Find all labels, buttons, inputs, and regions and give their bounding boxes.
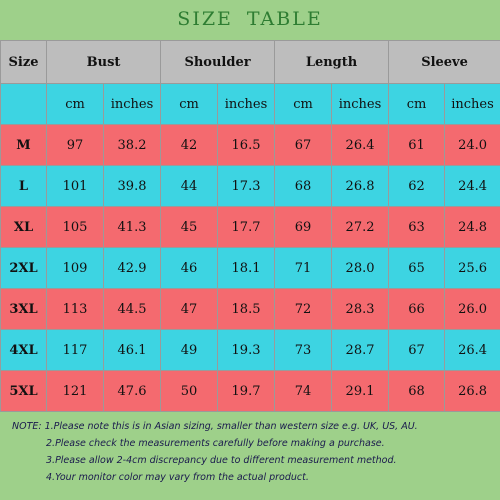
table-row: L 101 39.8 44 17.3 68 26.8 62 24.4 bbox=[0, 165, 500, 207]
unit-cell: cm bbox=[160, 83, 219, 125]
size-label: XL bbox=[0, 206, 47, 248]
table-cell: 69 bbox=[274, 206, 333, 248]
table-cell: 26.0 bbox=[444, 288, 500, 330]
size-label: 5XL bbox=[0, 370, 47, 412]
table-cell: 109 bbox=[46, 247, 104, 289]
size-label: 2XL bbox=[0, 247, 47, 289]
size-label: 4XL bbox=[0, 329, 47, 371]
table-cell: 66 bbox=[388, 288, 446, 330]
table-cell: 42.9 bbox=[102, 247, 162, 289]
table-cell: 28.7 bbox=[331, 329, 390, 371]
note-2: 2.Please check the measurements carefull… bbox=[46, 438, 385, 449]
header-size: Size bbox=[0, 40, 47, 84]
table-cell: 28.0 bbox=[331, 247, 390, 289]
unit-cell: inches bbox=[444, 83, 500, 125]
size-label: M bbox=[0, 124, 47, 166]
table-cell: 42 bbox=[160, 124, 219, 166]
header-sleeve: Sleeve bbox=[388, 40, 500, 84]
table-cell: 50 bbox=[160, 370, 219, 412]
unit-row: cm inches cm inches cm inches cm inches bbox=[0, 83, 500, 125]
table-cell: 73 bbox=[274, 329, 333, 371]
table-cell: 41.3 bbox=[102, 206, 162, 248]
header-bust: Bust bbox=[45, 40, 162, 84]
notes-section: NOTE: 1.Please note this is in Asian siz… bbox=[12, 418, 492, 486]
table-cell: 47 bbox=[160, 288, 219, 330]
table-cell: 38.2 bbox=[102, 124, 162, 166]
title-word-table: TABLE bbox=[246, 8, 323, 30]
unit-cell: inches bbox=[331, 83, 390, 125]
size-label: L bbox=[0, 165, 47, 207]
header-shoulder: Shoulder bbox=[160, 40, 276, 84]
table-cell: 24.0 bbox=[444, 124, 500, 166]
unit-cell: cm bbox=[46, 83, 104, 125]
header-length: Length bbox=[274, 40, 390, 84]
table-cell: 26.8 bbox=[331, 165, 390, 207]
table-cell: 28.3 bbox=[331, 288, 390, 330]
table-row: 3XL 113 44.5 47 18.5 72 28.3 66 26.0 bbox=[0, 288, 500, 330]
page-title: SIZE TABLE bbox=[0, 8, 500, 34]
unit-cell: cm bbox=[274, 83, 333, 125]
table-cell: 44.5 bbox=[102, 288, 162, 330]
table-cell: 27.2 bbox=[331, 206, 390, 248]
table-cell: 67 bbox=[388, 329, 446, 371]
table-cell: 46 bbox=[160, 247, 219, 289]
table-row: 2XL 109 42.9 46 18.1 71 28.0 65 25.6 bbox=[0, 247, 500, 289]
table-cell: 19.3 bbox=[217, 329, 276, 371]
table-cell: 45 bbox=[160, 206, 219, 248]
table-cell: 39.8 bbox=[102, 165, 162, 207]
table-cell: 26.4 bbox=[331, 124, 390, 166]
table-cell: 46.1 bbox=[102, 329, 162, 371]
table-cell: 67 bbox=[274, 124, 333, 166]
note-1: NOTE: 1.Please note this is in Asian siz… bbox=[12, 421, 418, 432]
table-cell: 18.1 bbox=[217, 247, 276, 289]
table-cell: 101 bbox=[46, 165, 104, 207]
table-cell: 26.4 bbox=[444, 329, 500, 371]
header-row: Size Bust Shoulder Length Sleeve bbox=[0, 40, 500, 84]
unit-cell: inches bbox=[102, 83, 162, 125]
table-cell: 105 bbox=[46, 206, 104, 248]
table-cell: 68 bbox=[274, 165, 333, 207]
title-word-size: SIZE bbox=[177, 8, 233, 30]
note-3: 3.Please allow 2-4cm discrepancy due to … bbox=[46, 455, 397, 466]
table-cell: 121 bbox=[46, 370, 104, 412]
table-cell: 24.4 bbox=[444, 165, 500, 207]
table-cell: 68 bbox=[388, 370, 446, 412]
table-cell: 16.5 bbox=[217, 124, 276, 166]
table-cell: 65 bbox=[388, 247, 446, 289]
size-table: Size Bust Shoulder Length Sleeve cm inch… bbox=[0, 40, 500, 412]
unit-cell: cm bbox=[388, 83, 446, 125]
table-cell: 19.7 bbox=[217, 370, 276, 412]
table-cell: 62 bbox=[388, 165, 446, 207]
unit-cell: inches bbox=[217, 83, 276, 125]
table-cell: 97 bbox=[46, 124, 104, 166]
table-cell: 24.8 bbox=[444, 206, 500, 248]
table-cell: 29.1 bbox=[331, 370, 390, 412]
table-cell: 71 bbox=[274, 247, 333, 289]
table-cell: 117 bbox=[46, 329, 104, 371]
size-label: 3XL bbox=[0, 288, 47, 330]
table-cell: 44 bbox=[160, 165, 219, 207]
table-cell: 74 bbox=[274, 370, 333, 412]
table-cell: 25.6 bbox=[444, 247, 500, 289]
table-row: 5XL 121 47.6 50 19.7 74 29.1 68 26.8 bbox=[0, 370, 500, 412]
table-row: M 97 38.2 42 16.5 67 26.4 61 24.0 bbox=[0, 124, 500, 166]
note-4: 4.Your monitor color may vary from the a… bbox=[46, 472, 309, 483]
table-cell: 47.6 bbox=[102, 370, 162, 412]
table-cell: 113 bbox=[46, 288, 104, 330]
table-cell: 49 bbox=[160, 329, 219, 371]
table-row: XL 105 41.3 45 17.7 69 27.2 63 24.8 bbox=[0, 206, 500, 248]
unit-empty bbox=[0, 83, 47, 125]
table-cell: 61 bbox=[388, 124, 446, 166]
table-row: 4XL 117 46.1 49 19.3 73 28.7 67 26.4 bbox=[0, 329, 500, 371]
table-cell: 72 bbox=[274, 288, 333, 330]
table-cell: 18.5 bbox=[217, 288, 276, 330]
table-cell: 17.7 bbox=[217, 206, 276, 248]
table-cell: 26.8 bbox=[444, 370, 500, 412]
table-cell: 17.3 bbox=[217, 165, 276, 207]
table-cell: 63 bbox=[388, 206, 446, 248]
